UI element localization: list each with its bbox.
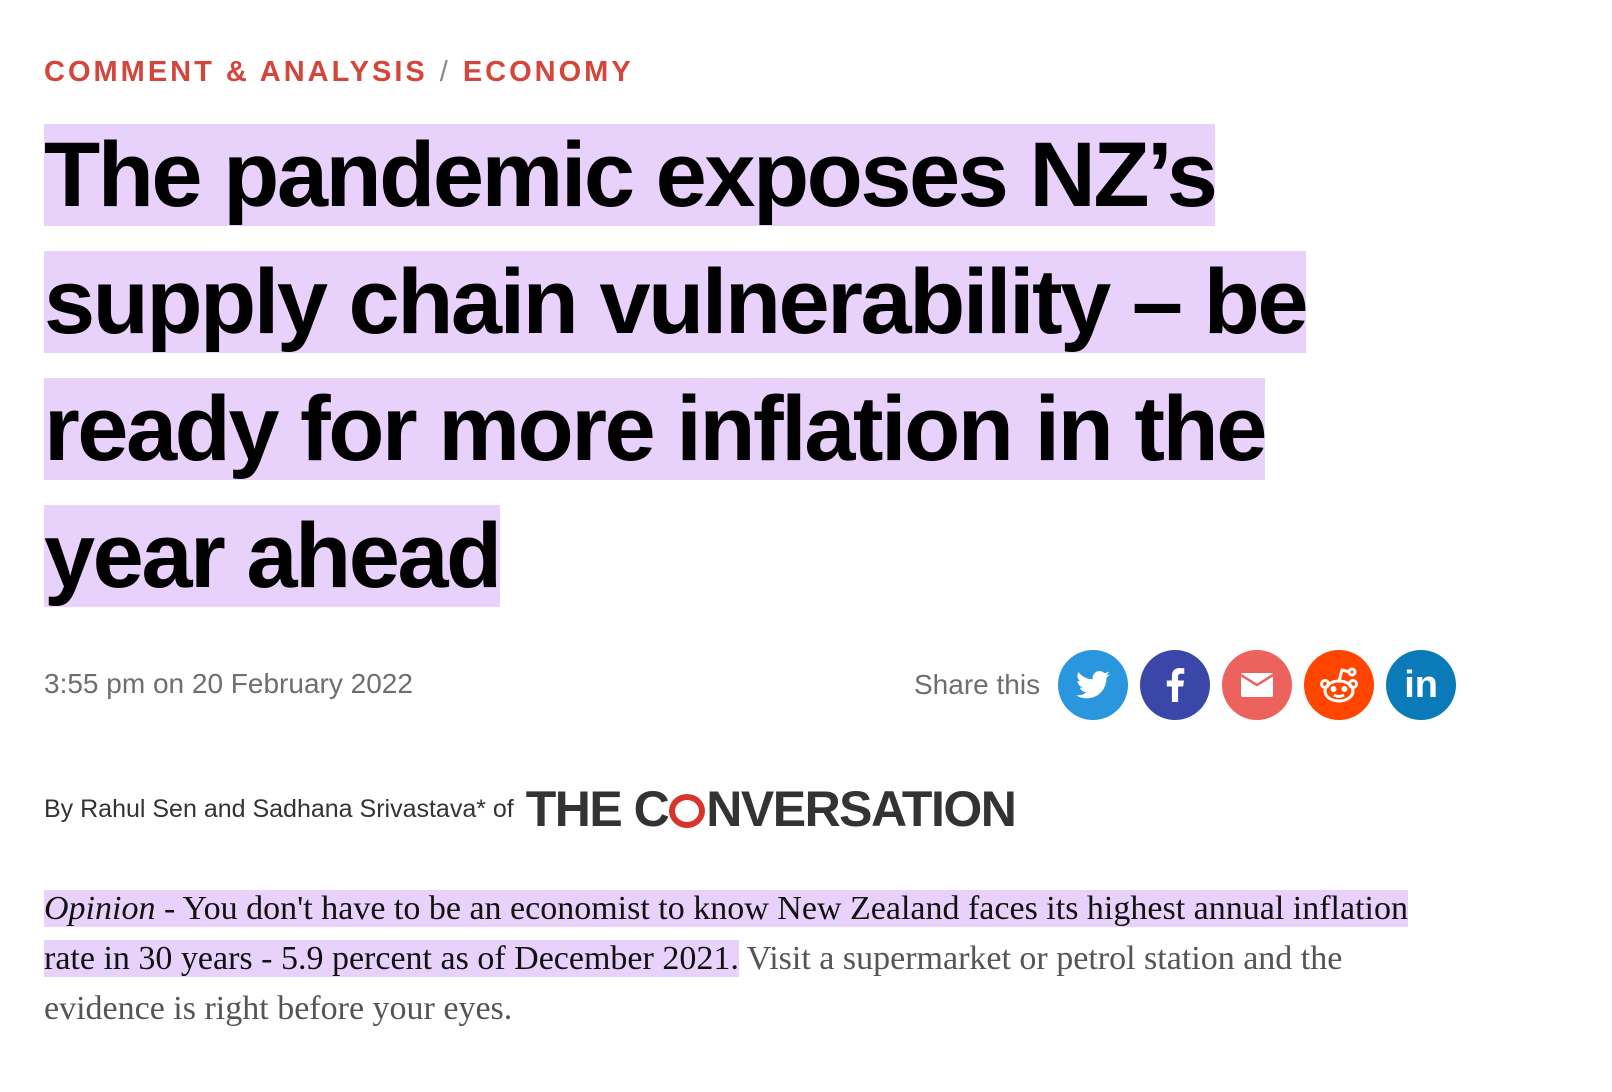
publish-date: 3:55 pm on 20 February 2022 (44, 668, 413, 699)
the-conversation-logo: THE C NVERSATION (525, 781, 1017, 837)
lead-rest: Visit a supermarket or petrol station an… (44, 940, 1343, 1027)
breadcrumb-subsection-link[interactable]: ECONOMY (462, 56, 634, 88)
page-title: The pandemic exposes NZ’s supply chain v… (44, 112, 1464, 620)
share-linkedin-button[interactable]: in (1386, 650, 1457, 720)
breadcrumb: COMMENT & ANALYSIS / ECONOMY (44, 56, 634, 89)
share-facebook-button[interactable] (1140, 650, 1211, 720)
lead-highlighted: - You don't have to be an economist to k… (44, 890, 1408, 977)
opinion-label: Opinion (44, 890, 156, 927)
twitter-icon (1076, 671, 1111, 699)
email-icon (1241, 673, 1274, 697)
reddit-icon (1320, 667, 1359, 703)
lead-paragraph: Opinion - You don't have to be an econom… (44, 884, 1464, 1034)
byline-text: By Rahul Sen and Sadhana Srivastava* of (44, 794, 514, 823)
breadcrumb-section-link[interactable]: COMMENT & ANALYSIS (44, 56, 428, 88)
share-bar: Share this in (914, 650, 1468, 720)
headline-text: The pandemic exposes NZ’s supply chain v… (44, 124, 1308, 607)
facebook-icon (1166, 668, 1185, 702)
byline: By Rahul Sen and Sadhana Srivastava* of … (44, 780, 1017, 838)
share-twitter-button[interactable] (1058, 650, 1129, 720)
breadcrumb-separator: / (439, 56, 451, 88)
linkedin-icon: in (1404, 663, 1438, 706)
share-label: Share this (914, 669, 1041, 700)
share-email-button[interactable] (1222, 650, 1293, 720)
share-reddit-button[interactable] (1304, 650, 1375, 720)
